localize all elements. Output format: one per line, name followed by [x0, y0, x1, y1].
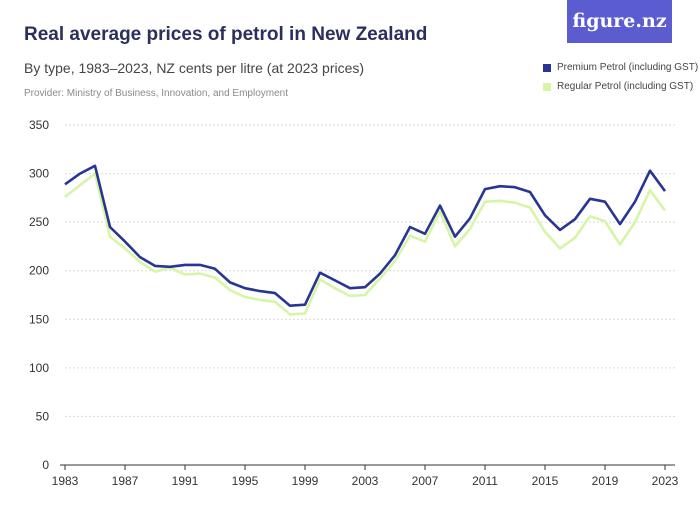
- x-tick-label: 1987: [112, 474, 139, 488]
- figure-nz-logo[interactable]: figure.nz: [567, 0, 672, 43]
- chart-title: Real average prices of petrol in New Zea…: [24, 24, 428, 45]
- data-provider: Provider: Ministry of Business, Innovati…: [24, 88, 289, 99]
- x-tick-label: 2019: [592, 474, 619, 488]
- x-tick-label: 2015: [532, 474, 559, 488]
- x-tick-label: 1999: [292, 474, 319, 488]
- chart-subtitle: By type, 1983–2023, NZ cents per litre (…: [24, 60, 365, 76]
- x-tick-label: 2007: [412, 474, 439, 488]
- legend-label-premium: Premium Petrol (including GST): [557, 62, 699, 73]
- chart-legend: Premium Petrol (including GST) Regular P…: [543, 58, 698, 96]
- y-tick-label: 100: [29, 361, 49, 375]
- legend-swatch-premium: [543, 63, 551, 72]
- x-tick-label: 2011: [472, 474, 498, 488]
- legend-item-regular: Regular Petrol (including GST): [543, 77, 698, 96]
- y-tick-label: 350: [29, 118, 49, 132]
- y-tick-label: 150: [29, 312, 49, 326]
- x-tick-label: 2023: [652, 474, 679, 488]
- x-tick-label: 1995: [232, 474, 259, 488]
- x-tick-label: 2003: [352, 474, 379, 488]
- legend-swatch-regular: [543, 82, 551, 91]
- y-tick-label: 250: [29, 215, 49, 229]
- series-line-premium: [64, 164, 667, 307]
- y-tick-label: 300: [29, 167, 49, 181]
- series-line-regular: [64, 172, 667, 316]
- y-tick-label: 200: [29, 264, 49, 278]
- x-tick-label: 1991: [172, 474, 199, 488]
- legend-label-regular: Regular Petrol (including GST): [557, 81, 694, 92]
- legend-item-premium: Premium Petrol (including GST): [543, 58, 698, 77]
- x-tick-label: 1983: [52, 474, 79, 488]
- y-tick-label: 0: [42, 458, 49, 472]
- y-tick-label: 50: [36, 409, 50, 423]
